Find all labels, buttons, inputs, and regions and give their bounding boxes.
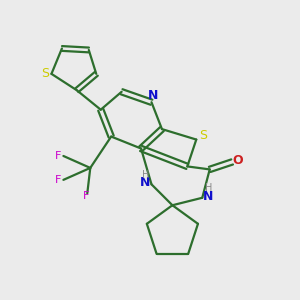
Text: H: H xyxy=(205,183,212,193)
Text: F: F xyxy=(55,151,61,161)
Text: O: O xyxy=(232,154,243,167)
Text: N: N xyxy=(148,89,158,102)
Text: H: H xyxy=(142,170,149,180)
Text: S: S xyxy=(199,129,207,142)
Text: F: F xyxy=(82,191,89,201)
Text: S: S xyxy=(41,68,49,80)
Text: N: N xyxy=(140,176,151,189)
Text: N: N xyxy=(203,190,213,203)
Text: F: F xyxy=(55,175,61,185)
